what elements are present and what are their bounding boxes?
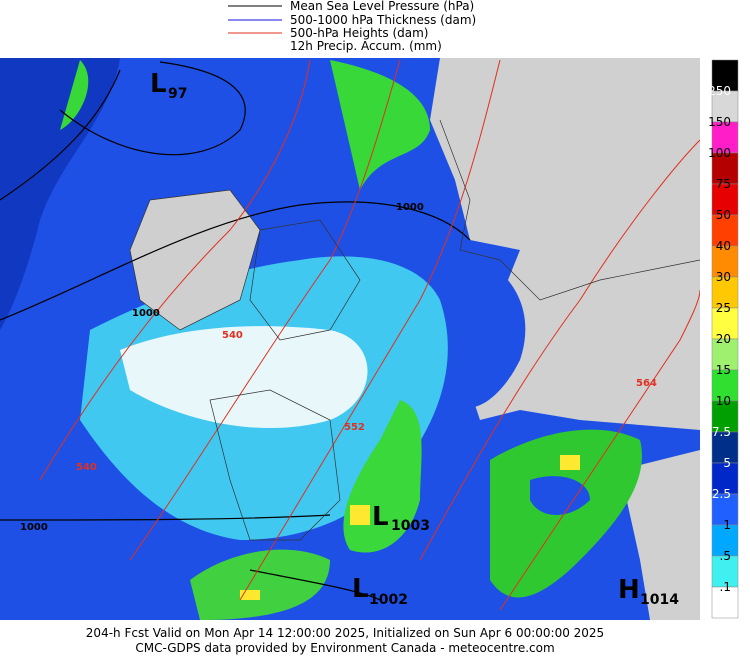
- precip-field: [60, 60, 89, 130]
- contour-label: 540: [222, 330, 243, 341]
- footer-line: CMC-GDPS data provided by Environment Ca…: [135, 641, 554, 655]
- legend: Mean Sea Level Pressure (hPa) 500-1000 h…: [228, 0, 476, 53]
- colorbar-swatch: [711, 276, 739, 309]
- colorbar-swatch: [711, 369, 739, 402]
- precip-field: [120, 326, 368, 429]
- colorbar-swatch: [711, 400, 739, 433]
- land: [620, 450, 700, 620]
- legend-label: 500-hPa Heights (dam): [290, 26, 428, 40]
- center-letter: L: [352, 574, 369, 604]
- colorbar-label: 250: [708, 84, 731, 98]
- colorbar-label: 50: [716, 208, 731, 222]
- colorbar-label: 7.5: [712, 425, 731, 439]
- colorbar-label: .5: [720, 549, 731, 563]
- center-value: 1014: [640, 592, 679, 608]
- colorbar-swatch: [711, 152, 739, 185]
- precip-field: [530, 476, 590, 515]
- colorbar-swatch: [711, 90, 739, 123]
- colorbar-label: 75: [716, 177, 731, 191]
- footer-line: 204-h Fcst Valid on Mon Apr 14 12:00:00 …: [86, 626, 604, 640]
- colorbar-label: 2.5: [712, 487, 731, 501]
- contour-label: 540: [76, 462, 97, 473]
- colorbar-swatch: [711, 555, 739, 588]
- legend-label: 12h Precip. Accum. (mm): [290, 39, 442, 53]
- colorbar-swatch: [711, 183, 739, 216]
- center-letter: L: [150, 69, 167, 99]
- contour-label: 564: [636, 378, 657, 389]
- precip-field: [0, 58, 120, 330]
- colorbar-swatch: [711, 431, 739, 464]
- colorbar-swatch: [711, 121, 739, 154]
- center-letter: L: [372, 502, 389, 532]
- legend-label: Mean Sea Level Pressure (hPa): [290, 0, 474, 13]
- contour-labels: 1000 1000 1000 540 540 552 564: [20, 202, 657, 533]
- colorbar-swatch: [711, 462, 739, 495]
- colorbar-label: 20: [716, 332, 731, 346]
- colorbar-label: 30: [716, 270, 731, 284]
- colorbar-swatch: [711, 338, 739, 371]
- map-area: [0, 58, 700, 620]
- colorbar-label: 15: [716, 363, 731, 377]
- center-letter: H: [618, 575, 640, 605]
- colorbar-label: 40: [716, 239, 731, 253]
- pressure-contours: [0, 61, 471, 601]
- colorbar-label: 10: [716, 394, 731, 408]
- colorbar-swatch: [711, 214, 739, 247]
- colorbar-swatch: [711, 245, 739, 278]
- colorbar-label: 25: [716, 301, 731, 315]
- colorbar-label: 5: [723, 456, 731, 470]
- colorbar-swatch: [711, 586, 739, 619]
- colorbar: 250 150 100 75 50 40 30 25 20 15 10 7.5 5 2.5 1 .5 .1: [708, 59, 739, 619]
- contour-label: 1000: [396, 202, 424, 213]
- land: [130, 190, 260, 330]
- colorbar-label: 1: [723, 518, 731, 532]
- center-value: 97: [168, 86, 187, 102]
- colorbar-swatch: [711, 307, 739, 340]
- precip-field: [450, 250, 526, 408]
- center-value: 1003: [391, 518, 430, 534]
- contour-label: 1000: [20, 522, 48, 533]
- colorbar-label: .1: [720, 580, 731, 594]
- precip-field: [330, 60, 430, 190]
- contour-label: 552: [344, 422, 365, 433]
- legend-label: 500-1000 hPa Thickness (dam): [290, 13, 476, 27]
- colorbar-label: 100: [708, 146, 731, 160]
- coastlines: [129, 119, 700, 541]
- height-contours: [39, 59, 700, 611]
- contour-label: 1000: [132, 308, 160, 319]
- center-value: 1002: [369, 592, 408, 608]
- colorbar-label: 150: [708, 115, 731, 129]
- pressure-centers: L 97 L 1003 L 1002 H 1014: [150, 69, 679, 608]
- colorbar-swatch: [711, 59, 739, 92]
- precip-field: [190, 549, 330, 620]
